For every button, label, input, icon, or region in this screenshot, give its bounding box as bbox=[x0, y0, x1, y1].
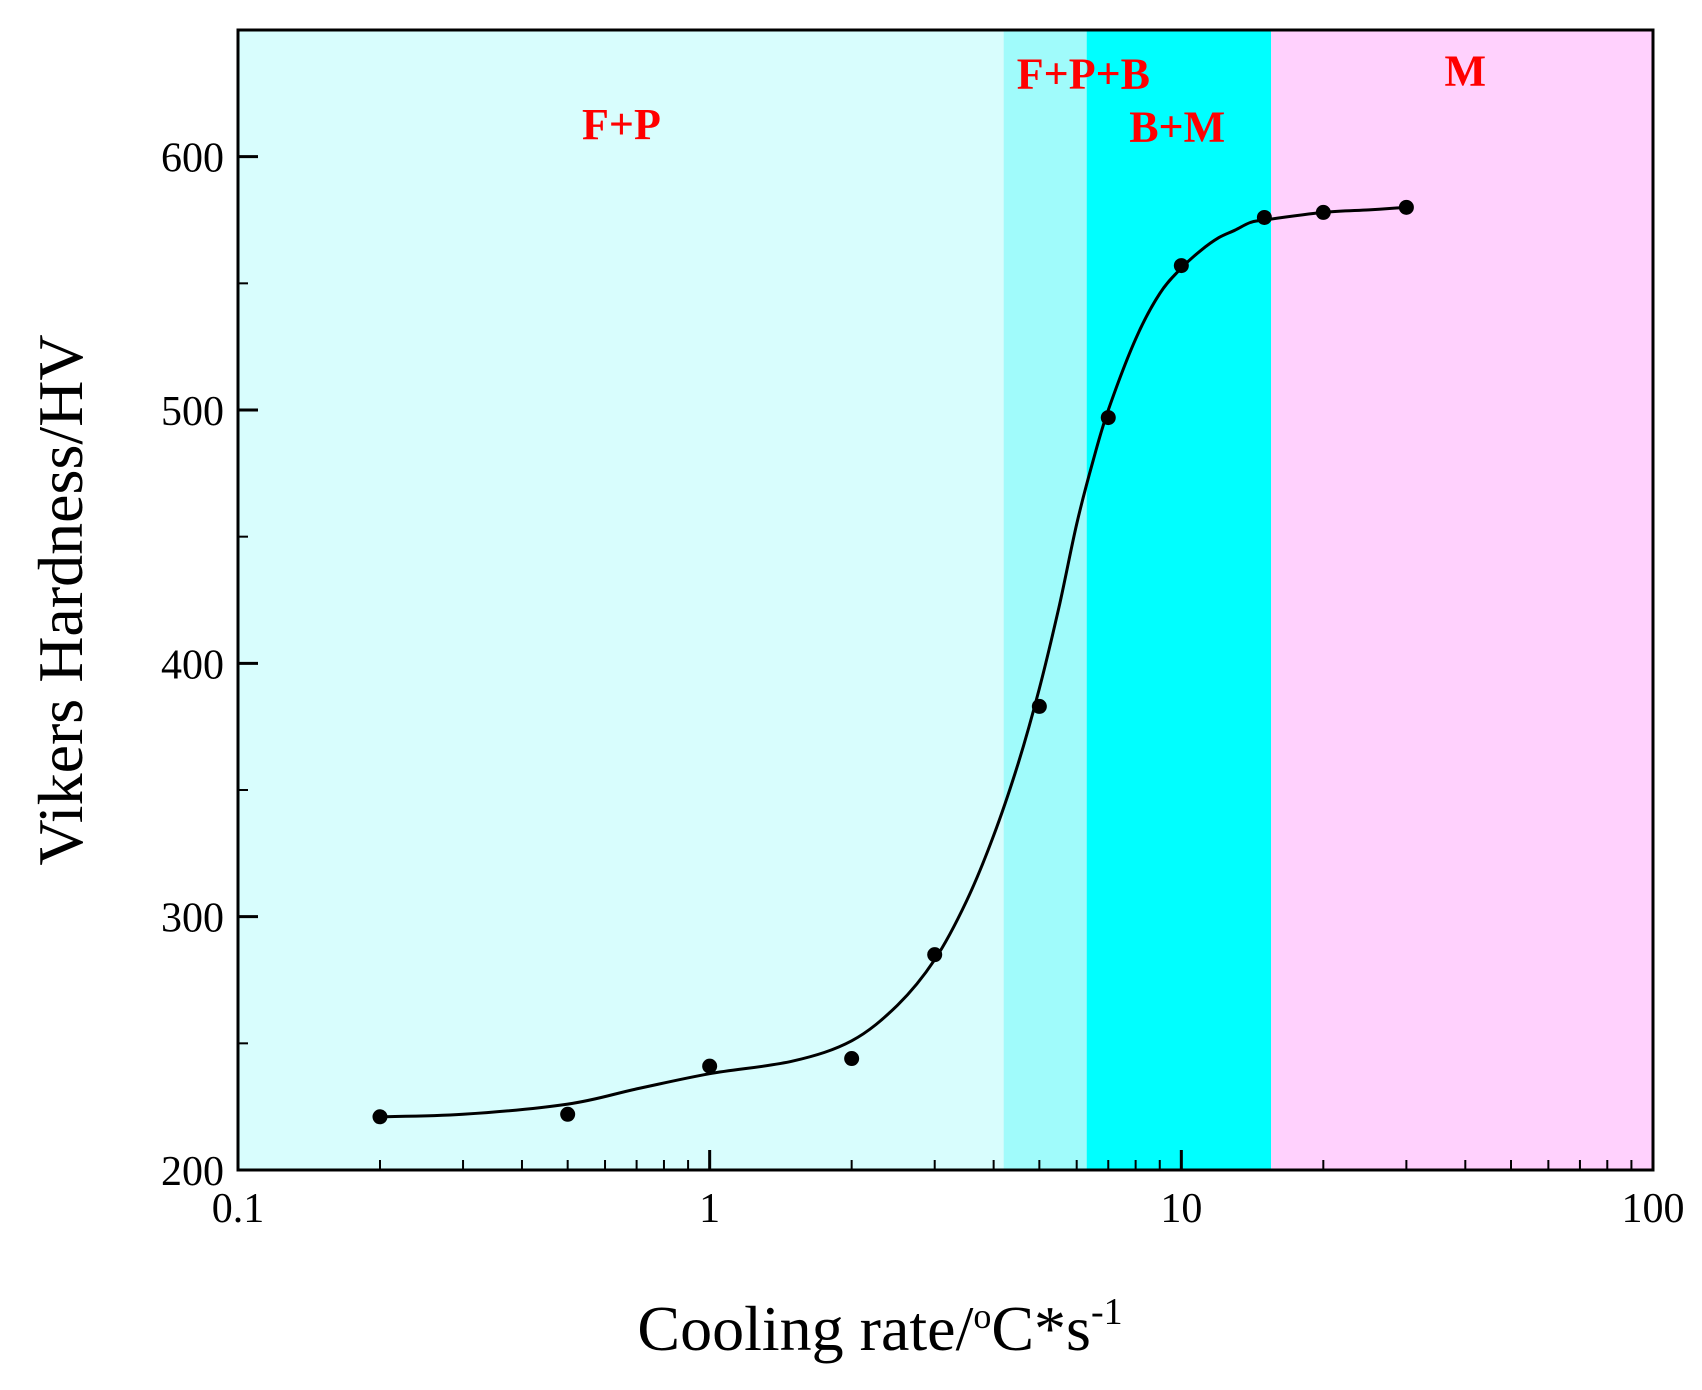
x-tick-label: 0.1 bbox=[212, 1186, 265, 1232]
region-label-b-m: B+M bbox=[1129, 102, 1225, 151]
x-axis-title: Cooling rate/oC*s-1 bbox=[637, 1291, 1122, 1364]
data-point bbox=[1398, 199, 1414, 215]
region-m bbox=[1271, 30, 1653, 1170]
region-f-p-b bbox=[1003, 30, 1087, 1170]
region-b-m bbox=[1086, 30, 1272, 1170]
data-point bbox=[927, 947, 943, 963]
data-point bbox=[702, 1058, 718, 1074]
region-label-f-p: F+P bbox=[582, 100, 661, 149]
y-tick-label: 500 bbox=[161, 389, 224, 435]
data-point bbox=[1315, 204, 1331, 220]
data-point bbox=[372, 1109, 388, 1125]
region-label-m: M bbox=[1445, 47, 1487, 96]
y-tick-label: 200 bbox=[161, 1149, 224, 1195]
phase-region-labels: F+P F+P+BB+M M bbox=[582, 47, 1486, 152]
data-point bbox=[844, 1051, 860, 1067]
phase-regions bbox=[238, 30, 1653, 1170]
data-point bbox=[560, 1106, 576, 1122]
data-point bbox=[1100, 410, 1116, 426]
x-tick-label: 10 bbox=[1160, 1186, 1202, 1232]
plot-frame bbox=[236, 28, 1655, 1172]
y-tick-label: 400 bbox=[161, 642, 224, 688]
x-tick-label: 1 bbox=[699, 1186, 720, 1232]
data-point bbox=[1031, 698, 1047, 714]
data-points bbox=[372, 199, 1414, 1125]
y-tick-label: 300 bbox=[161, 896, 224, 942]
y-axis-title: Vikers Hardness/HV bbox=[25, 334, 96, 865]
y-axis-ticks: 200 300 400 500 600 bbox=[161, 136, 258, 1195]
x-tick-label: 100 bbox=[1622, 1186, 1685, 1232]
region-f-p bbox=[238, 30, 1004, 1170]
data-point bbox=[1173, 258, 1189, 274]
y-tick-label: 600 bbox=[161, 136, 224, 182]
data-point bbox=[1256, 209, 1272, 225]
region-label-f-p-b: F+P+B bbox=[1017, 49, 1150, 98]
x-axis-ticks: 0.1 1 10 100 bbox=[212, 1150, 1685, 1232]
